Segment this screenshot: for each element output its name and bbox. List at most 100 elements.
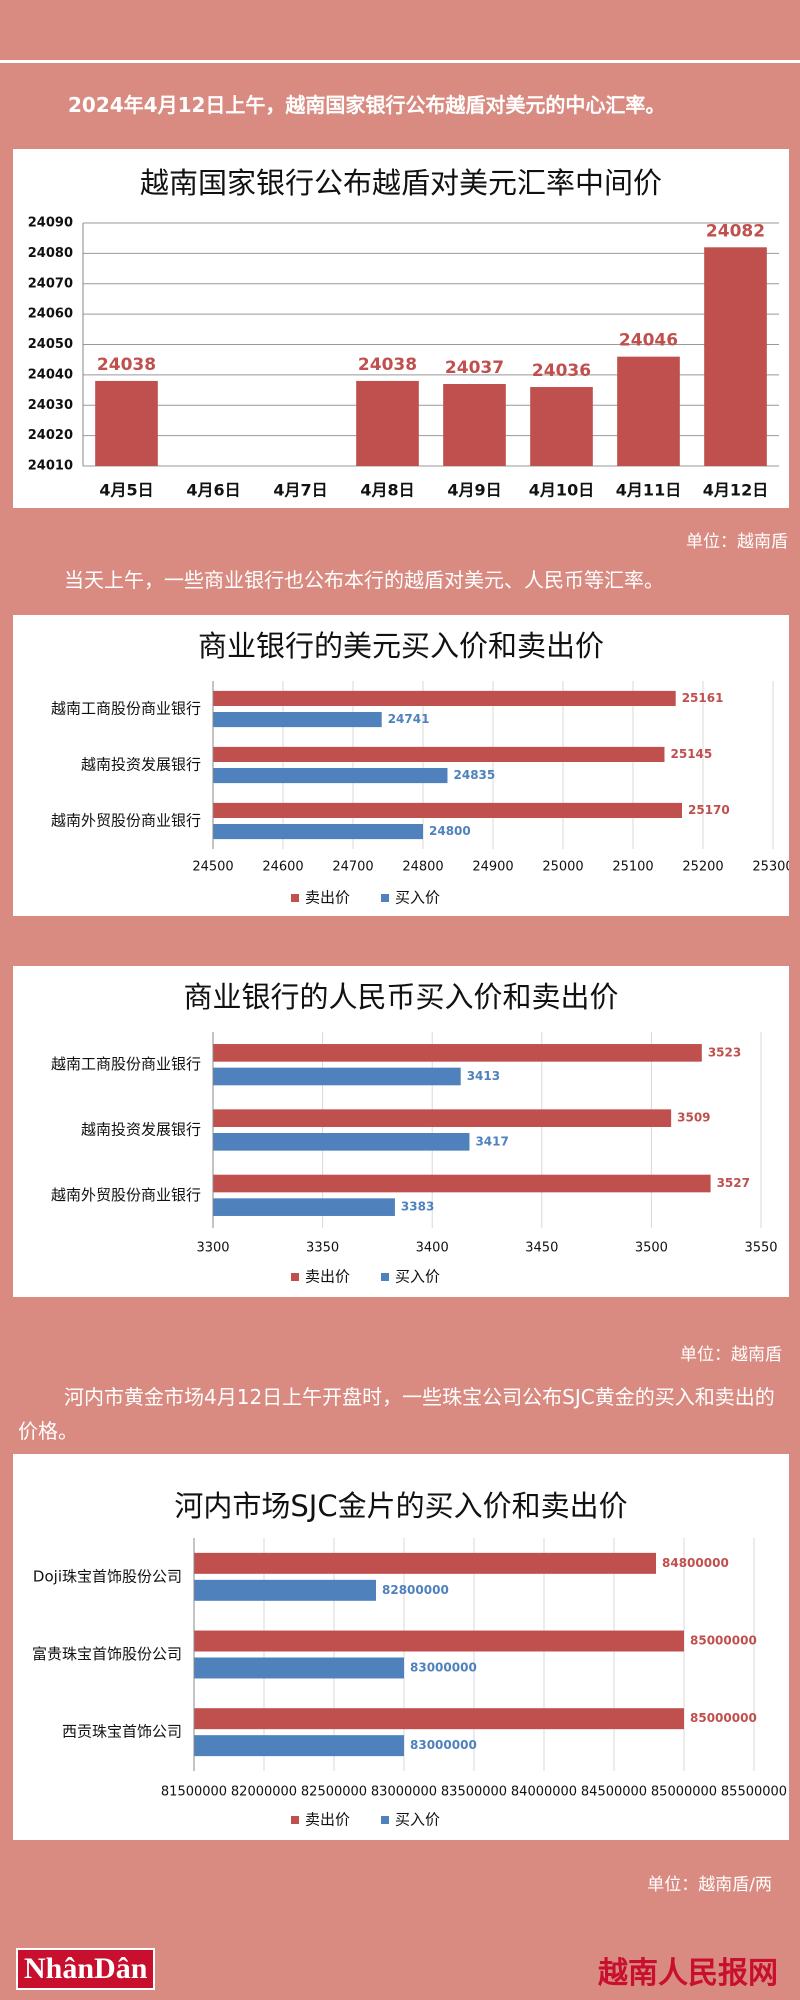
y-tick-label: 越南投资发展银行	[81, 756, 201, 774]
x-tick-label: 3300	[196, 1241, 229, 1256]
chart-title: 商业银行的人民币买入价和卖出价	[183, 980, 618, 1014]
logo: NhânDân	[16, 1948, 156, 1990]
x-tick-label: 24800	[402, 860, 443, 875]
value-label: 3417	[475, 1134, 508, 1148]
x-tick-label: 3500	[635, 1241, 668, 1256]
x-tick-label: 82000000	[231, 1785, 297, 1800]
value-label: 24741	[388, 712, 430, 726]
paragraph: 当天上午，一些商业银行也公布本行的越盾对美元、人民币等汇率。	[64, 568, 664, 592]
bar	[443, 383, 506, 466]
value-label: 84800000	[662, 1556, 729, 1570]
legend-label: 卖出价	[305, 1268, 350, 1286]
bar	[213, 824, 423, 840]
x-tick-label: 3350	[306, 1241, 339, 1256]
x-tick-label: 83500000	[441, 1785, 507, 1800]
bar	[194, 1552, 656, 1574]
x-tick-label: 85500000	[721, 1785, 787, 1800]
legend-label: 卖出价	[305, 1811, 350, 1829]
x-tick-label: 25000	[542, 860, 583, 875]
bar	[530, 387, 593, 466]
x-tick-label: 4月6日	[186, 481, 240, 500]
bar	[356, 380, 419, 466]
legend-label: 买入价	[395, 1811, 440, 1829]
value-label: 25145	[671, 747, 713, 761]
bar	[704, 247, 767, 466]
y-tick-label: 24080	[28, 246, 73, 261]
bar	[213, 1067, 461, 1086]
divider	[0, 60, 800, 63]
y-tick-label: 24090	[28, 216, 73, 231]
y-tick-label: 越南工商股份商业银行	[51, 700, 201, 718]
bar	[194, 1657, 404, 1679]
x-tick-label: 83000000	[371, 1785, 437, 1800]
value-label: 25170	[688, 803, 730, 817]
x-tick-label: 84000000	[511, 1785, 577, 1800]
chart-title: 商业银行的美元买入价和卖出价	[198, 629, 604, 663]
value-label: 85000000	[690, 1634, 757, 1648]
x-tick-label: 4月5日	[99, 481, 153, 500]
value-label: 24037	[445, 358, 504, 378]
y-tick-label: 富贵珠宝首饰股份公司	[32, 1645, 182, 1663]
legend-swatch	[381, 1816, 389, 1824]
bar	[617, 356, 680, 466]
x-tick-label: 84500000	[581, 1785, 647, 1800]
y-tick-label: 24010	[28, 459, 73, 474]
x-tick-label: 4月10日	[529, 481, 594, 500]
bar	[95, 380, 158, 466]
value-label: 83000000	[410, 1660, 477, 1674]
x-tick-label: 82500000	[301, 1785, 367, 1800]
bar	[213, 802, 682, 818]
x-tick-label: 4月7日	[273, 481, 327, 500]
chart-title: 越南国家银行公布越盾对美元汇率中间价	[140, 166, 662, 200]
x-tick-label: 4月8日	[360, 481, 414, 500]
x-tick-label: 24900	[472, 860, 513, 875]
legend-swatch	[291, 894, 299, 902]
y-tick-label: 24020	[28, 428, 73, 443]
bar	[213, 1109, 672, 1127]
value-label: 24082	[706, 221, 765, 241]
bar	[213, 768, 448, 784]
bar	[194, 1579, 376, 1601]
chart: 商业银行的美元买入价和卖出价 24500 24600 24700 24800 24900 2…	[13, 615, 789, 916]
legend-label: 卖出价	[305, 889, 350, 907]
bar	[213, 1133, 470, 1151]
x-tick-label: 24700	[332, 860, 373, 875]
intro: 2024年4月12日上午，越南国家银行公布越盾对美元的中心汇率。	[68, 93, 666, 117]
legend-swatch	[291, 1816, 299, 1824]
value-label: 3509	[677, 1111, 710, 1125]
x-tick-label: 25100	[612, 860, 653, 875]
legend-label: 买入价	[395, 889, 440, 907]
unit: 单位：越南盾	[686, 532, 788, 552]
legend-swatch	[291, 1273, 299, 1281]
x-tick-label: 4月9日	[447, 481, 501, 500]
value-label: 24038	[358, 355, 417, 375]
value-label: 24036	[532, 361, 591, 381]
unit: 单位：越南盾	[680, 1345, 782, 1365]
bar	[213, 1174, 711, 1193]
value-label: 83000000	[410, 1738, 477, 1752]
chart-title: 河内市场SJC金片的买入价和卖出价	[174, 1489, 627, 1523]
value-label: 3527	[717, 1176, 750, 1190]
bar	[213, 712, 382, 728]
x-tick-label: 25200	[682, 860, 723, 875]
x-tick-label: 4月11日	[616, 481, 681, 500]
y-tick-label: 24060	[28, 307, 73, 322]
value-label: 24046	[619, 331, 678, 351]
value-label: 24835	[454, 768, 496, 782]
bar	[213, 1198, 395, 1216]
value-label: 3523	[708, 1045, 741, 1059]
bar	[213, 746, 665, 762]
value-label: 24800	[429, 824, 471, 838]
bar	[194, 1735, 404, 1757]
y-tick-label: 越南投资发展银行	[81, 1121, 201, 1139]
y-tick-label: 越南外贸股份商业银行	[51, 1186, 201, 1204]
x-tick-label: 81500000	[161, 1785, 227, 1800]
y-tick-label: 越南外贸股份商业银行	[51, 812, 201, 830]
y-tick-label: 24030	[28, 398, 73, 413]
bar	[194, 1708, 684, 1730]
x-tick-label: 3400	[416, 1241, 449, 1256]
x-tick-label: 24600	[262, 860, 303, 875]
unit: 单位：越南盾/两	[647, 1875, 772, 1895]
site-name: 越南人民报网	[598, 1956, 778, 1991]
